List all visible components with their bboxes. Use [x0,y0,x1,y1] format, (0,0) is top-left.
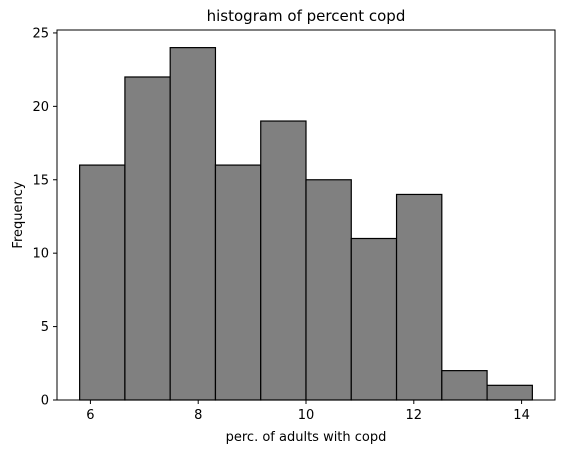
y-tick-label: 15 [32,173,49,188]
x-tick-label: 12 [406,408,423,423]
y-tick-label: 20 [32,100,49,115]
histogram-bar [395,193,443,401]
y-tick-label: 10 [32,247,49,262]
bars-group [79,47,533,401]
y-axis-ticks: 0 5 10 15 20 25 [32,26,57,409]
x-axis-ticks: 6 8 10 12 14 [86,400,530,423]
x-axis-label: perc. of adults with copd [226,430,387,445]
y-axis-label: Frequency [11,181,26,248]
histogram-bar [124,76,171,401]
x-tick-label: 6 [86,408,94,423]
histogram-bar [350,237,398,401]
histogram-bar [486,384,533,401]
y-tick-label: 0 [41,394,49,409]
y-tick-label: 25 [32,26,49,41]
histogram-bar [214,164,262,401]
x-tick-label: 14 [513,408,530,423]
y-tick-label: 5 [41,320,49,335]
histogram-bar [260,120,307,401]
x-tick-label: 8 [194,408,202,423]
chart-title: histogram of percent copd [207,7,406,25]
histogram-bar [305,179,352,401]
histogram-bar [169,47,217,401]
histogram-bar [441,370,488,401]
histogram-bar [79,164,126,401]
x-tick-label: 10 [298,408,315,423]
